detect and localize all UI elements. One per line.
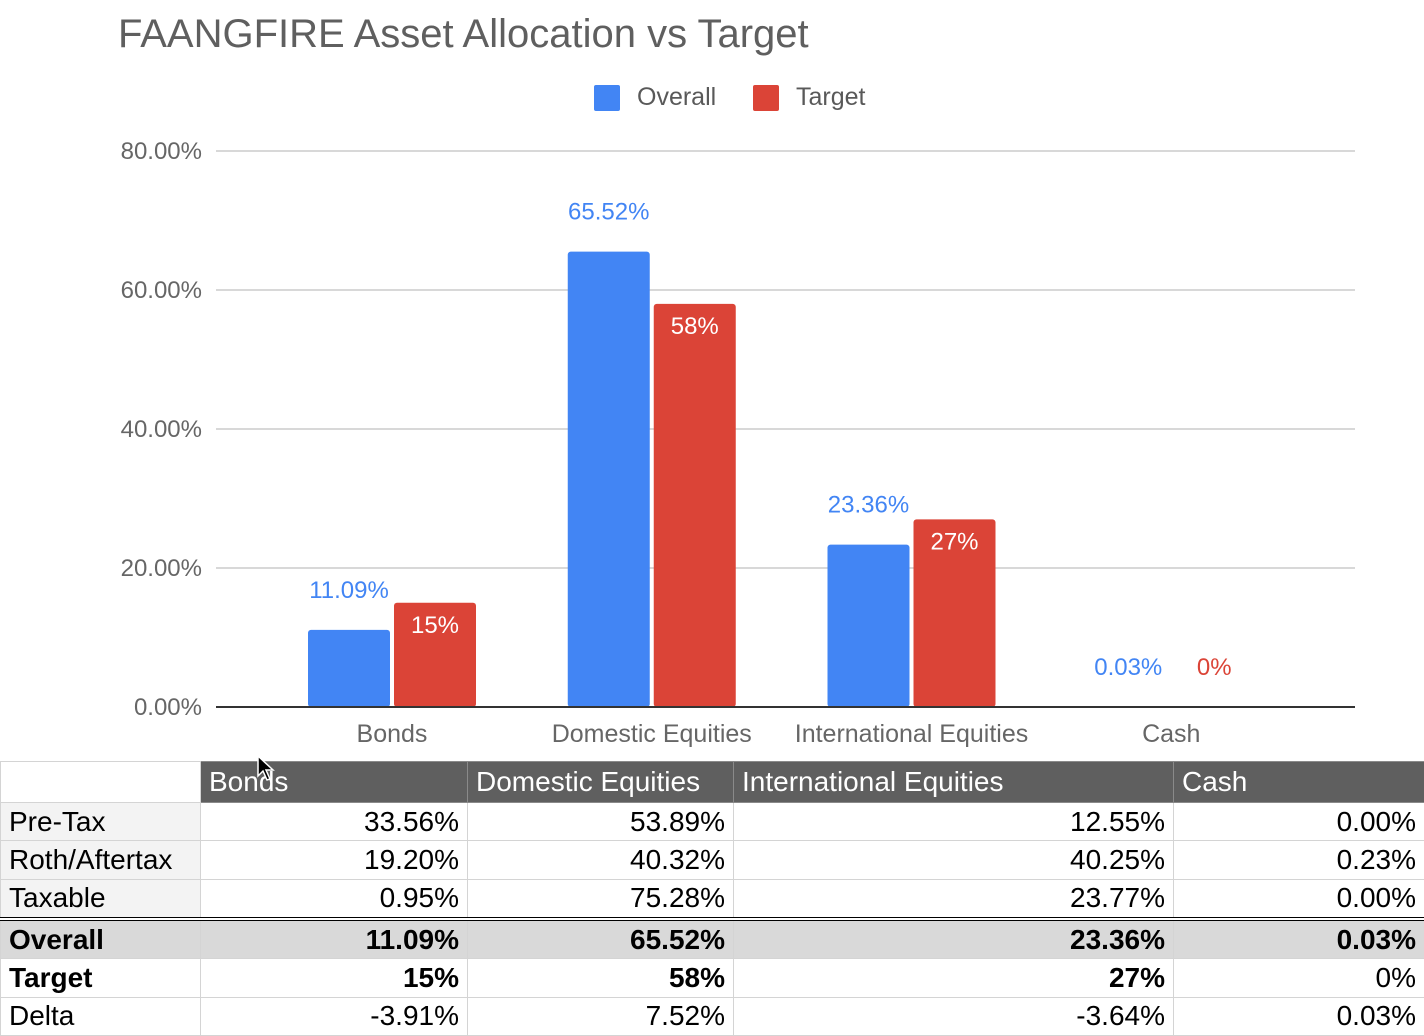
legend-swatch-overall [594, 85, 620, 111]
table-cell[interactable]: 0.00% [1173, 878, 1424, 920]
row-label[interactable]: Delta [0, 996, 201, 1036]
x-tick-label: International Equities [795, 720, 1028, 748]
table-cell[interactable]: 23.36% [733, 916, 1174, 960]
table-cell[interactable]: 27% [733, 958, 1174, 998]
row-label[interactable]: Pre-Tax [0, 801, 201, 842]
table-row-pre-tax: Pre-Tax 33.56% 53.89% 12.55% 0.00% [0, 801, 1424, 842]
table-corner-cell[interactable] [0, 761, 201, 803]
table-cell[interactable]: 7.52% [467, 996, 734, 1036]
legend[interactable]: Overall Target [594, 83, 866, 111]
table-cell[interactable]: 12.55% [733, 801, 1174, 842]
data-label-target: 0% [1197, 654, 1232, 681]
bars[interactable] [308, 251, 996, 708]
data-label-overall: 11.09% [309, 577, 389, 604]
table-row-target: Target 15% 58% 27% 0% [0, 958, 1424, 998]
row-label[interactable]: Roth/Aftertax [0, 840, 201, 880]
table-cell[interactable]: 23.77% [733, 878, 1174, 920]
column-header-international-equities[interactable]: International Equities [733, 761, 1174, 803]
data-label-target: 58% [671, 313, 719, 340]
x-tick-label: Bonds [357, 720, 428, 748]
table-cell[interactable]: 0.23% [1173, 840, 1424, 880]
column-header-cash[interactable]: Cash [1173, 761, 1424, 803]
table-cell[interactable]: 19.20% [200, 840, 468, 880]
legend-swatch-target [753, 85, 779, 111]
table-row-overall: Overall 11.09% 65.52% 23.36% 0.03% [0, 916, 1424, 960]
mouse-cursor-icon [257, 754, 275, 781]
y-tick-label: 80.00% [121, 138, 202, 165]
table-cell[interactable]: 11.09% [200, 916, 468, 960]
table-cell[interactable]: 15% [200, 958, 468, 998]
data-label-overall: 0.03% [1094, 654, 1162, 681]
row-label[interactable]: Overall [0, 916, 201, 960]
data-label-target: 15% [411, 612, 459, 639]
table-cell[interactable]: 33.56% [200, 801, 468, 842]
bar-overall[interactable] [827, 544, 910, 707]
table-cell[interactable]: 75.28% [467, 878, 734, 920]
y-tick-label: 40.00% [121, 416, 202, 443]
bar-target[interactable] [913, 519, 996, 707]
data-labels: 11.09% 15% 65.52% 58% 23.36% 27% 0.03% 0% [309, 199, 1231, 681]
bar-chart: FAANGFIRE Asset Allocation vs Target Ove… [118, 12, 1355, 748]
x-axis: Bonds Domestic Equities International Equi… [357, 720, 1201, 748]
row-label[interactable]: Taxable [0, 878, 201, 920]
table-cell[interactable]: 0% [1173, 958, 1424, 998]
x-tick-label: Domestic Equities [552, 720, 752, 748]
bar-target[interactable] [653, 303, 736, 707]
row-label[interactable]: Target [0, 958, 201, 998]
bar-overall[interactable] [308, 629, 390, 707]
legend-label-target: Target [796, 83, 866, 111]
y-tick-label: 0.00% [134, 694, 202, 721]
table-cell[interactable]: 0.00% [1173, 801, 1424, 842]
y-tick-label: 60.00% [121, 277, 202, 304]
table-cell[interactable]: 53.89% [467, 801, 734, 842]
table-cell[interactable]: 58% [467, 958, 734, 998]
table-row-roth-aftertax: Roth/Aftertax 19.20% 40.32% 40.25% 0.23% [0, 840, 1424, 880]
gridlines [216, 150, 1355, 569]
table-cell[interactable]: 0.03% [1173, 996, 1424, 1036]
data-label-overall: 65.52% [568, 199, 649, 226]
table-cell[interactable]: -3.64% [733, 996, 1174, 1036]
table-cell[interactable]: 40.25% [733, 840, 1174, 880]
table-cell[interactable]: 40.32% [467, 840, 734, 880]
chart-title: FAANGFIRE Asset Allocation vs Target [118, 12, 809, 56]
y-axis: 0.00% 20.00% 40.00% 60.00% 80.00% [121, 138, 202, 721]
table-row-taxable: Taxable 0.95% 75.28% 23.77% 0.00% [0, 878, 1424, 920]
table-cell[interactable]: 65.52% [467, 916, 734, 960]
table-row-delta: Delta -3.91% 7.52% -3.64% 0.03% [0, 996, 1424, 1036]
column-header-domestic-equities[interactable]: Domestic Equities [467, 761, 734, 803]
table-cell[interactable]: -3.91% [200, 996, 468, 1036]
table-cell[interactable]: 0.95% [200, 878, 468, 920]
chart-area: FAANGFIRE Asset Allocation vs Target Ove… [118, 12, 1355, 748]
data-label-target: 27% [930, 528, 978, 555]
data-label-overall: 23.36% [828, 492, 909, 519]
legend-label-overall: Overall [637, 83, 716, 111]
bar-target[interactable] [394, 602, 476, 707]
table-header-row: Bonds Domestic Equities International Eq… [0, 761, 1424, 803]
allocation-table: Bonds Domestic Equities International Eq… [0, 761, 1424, 1036]
table-cell[interactable]: 0.03% [1173, 916, 1424, 960]
bar-overall[interactable] [567, 251, 650, 708]
y-tick-label: 20.00% [121, 555, 202, 582]
x-tick-label: Cash [1142, 720, 1200, 748]
column-header-bonds[interactable]: Bonds [200, 761, 468, 803]
